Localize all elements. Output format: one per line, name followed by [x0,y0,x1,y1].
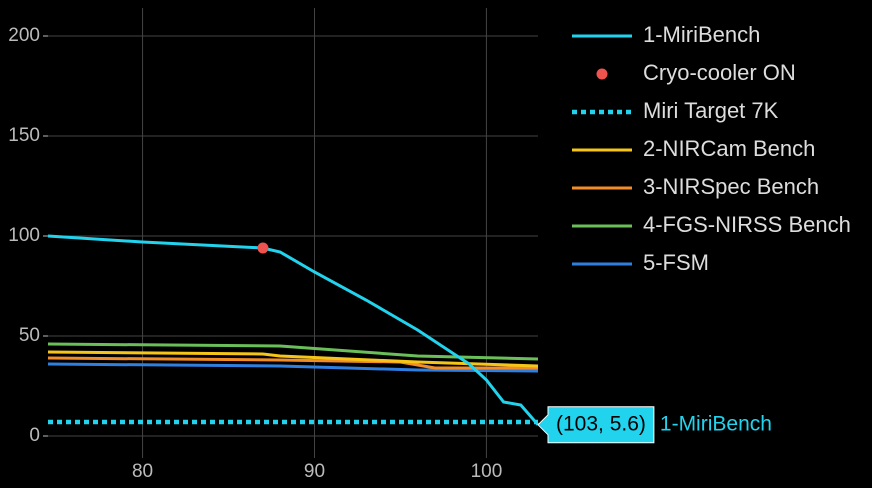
line [47,350,539,368]
legend-label: 4-FGS-NIRSS Bench [643,212,851,237]
x-tick-label: 90 [304,461,325,482]
y-tick-label: 200 [8,25,40,46]
y-tick-label: 0 [29,425,40,446]
y-tick-label: 150 [8,125,40,146]
legend-label: 5-FSM [643,250,709,275]
y-tick-label: 100 [8,225,40,246]
legend-label: 3-NIRSpec Bench [643,174,819,199]
hover-text: (103, 5.6) [556,412,646,435]
legend-label: 2-NIRCam Bench [643,136,815,161]
marker [257,242,269,254]
legend-label: Miri Target 7K [643,98,779,123]
line [47,342,539,361]
x-tick-label: 80 [132,461,153,482]
hover-name: 1-MiriBench [660,412,772,435]
hover-box [537,406,655,444]
line [47,234,540,426]
y-tick-label: 50 [19,325,40,346]
legend-label: 1-MiriBench [643,22,760,47]
legend-swatch [596,68,608,80]
x-tick-label: 100 [471,461,503,482]
hover-label: (103, 5.6) 1-MiriBench [537,406,772,444]
legend-label: Cryo-cooler ON [643,60,796,85]
